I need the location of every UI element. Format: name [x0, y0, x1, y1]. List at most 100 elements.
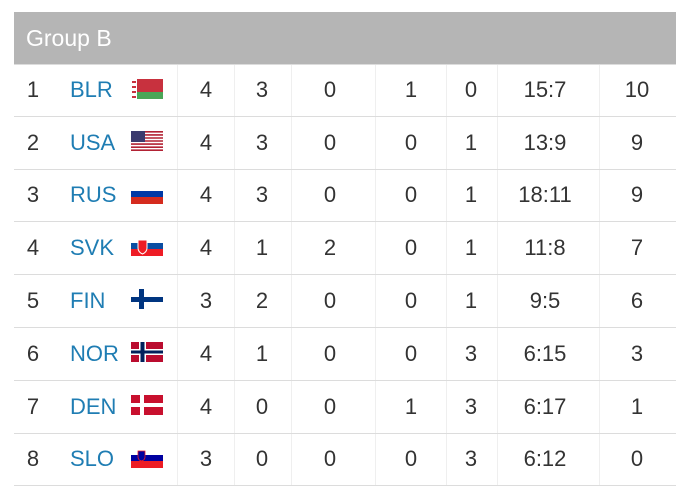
table-cell: 1 [255, 340, 269, 366]
column-separator [291, 327, 292, 380]
table-cell: 18:11 [518, 182, 572, 208]
table-cell: 0 [323, 340, 337, 366]
group-title: Group B [14, 12, 676, 64]
column-separator [291, 169, 292, 222]
table-cell: 0 [255, 393, 269, 419]
column-separator [599, 116, 600, 169]
flag-icon [131, 394, 163, 415]
table-cell: 0 [404, 129, 418, 155]
table-cell: 0 [464, 77, 478, 103]
table-cell: 1 [464, 182, 478, 208]
table-cell: 0 [404, 235, 418, 261]
flag-icon [131, 341, 163, 362]
table-cell: 0 [323, 446, 337, 472]
column-separator [234, 222, 235, 275]
table-cell: 7 [630, 235, 644, 261]
table-cell: 4 [199, 340, 213, 366]
column-separator [375, 275, 376, 327]
column-separator [375, 222, 376, 275]
table-cell: 6:17 [523, 393, 567, 419]
column-separator [234, 327, 235, 380]
table-cell: 0 [630, 446, 644, 472]
column-separator [177, 65, 178, 116]
table-cell: 3 [255, 129, 269, 155]
flag-icon [131, 289, 163, 310]
table-cell: 1 [404, 77, 418, 103]
table-cell: 1 [464, 235, 478, 261]
column-separator [375, 380, 376, 433]
column-separator [497, 116, 498, 169]
column-separator [375, 327, 376, 380]
table-cell: 0 [323, 182, 337, 208]
table-cell: 1 [464, 129, 478, 155]
column-separator [177, 380, 178, 433]
table-cell: 0 [323, 77, 337, 103]
column-separator [291, 222, 292, 275]
column-separator [446, 222, 447, 275]
table-cell: 1 [630, 393, 644, 419]
column-separator [291, 65, 292, 116]
team-link[interactable]: SLO [70, 446, 115, 472]
table-cell: 3 [199, 446, 213, 472]
table-cell: 2 [323, 235, 337, 261]
column-separator [497, 433, 498, 486]
table-cell: 4 [26, 235, 40, 261]
column-separator [446, 380, 447, 433]
table-cell: 5 [26, 288, 40, 314]
table-cell: 0 [323, 129, 337, 155]
column-separator [446, 65, 447, 116]
table-cell: 15:7 [523, 77, 567, 103]
table-cell: 3 [26, 182, 40, 208]
column-separator [599, 433, 600, 486]
table-row: 7 DEN 4 0 0 1 3 6:17 1 [14, 380, 676, 434]
column-separator [599, 275, 600, 327]
column-separator [234, 116, 235, 169]
table-row: 4 SVK 4 1 2 0 1 11:8 7 [14, 222, 676, 276]
table-cell: 9 [630, 129, 644, 155]
column-separator [177, 222, 178, 275]
column-separator [291, 116, 292, 169]
table-cell: 2 [26, 129, 40, 155]
team-link[interactable]: SVK [70, 235, 115, 261]
table-cell: 0 [323, 393, 337, 419]
column-separator [291, 433, 292, 486]
table-cell: 1 [26, 77, 40, 103]
standings-table: Group B 1 BLR 4 3 0 1 0 15:7 10 2 USA 4 3 0 0 1 13:9 9 3 RU… [14, 12, 676, 487]
table-cell: 1 [404, 393, 418, 419]
column-separator [234, 169, 235, 222]
column-separator [234, 275, 235, 327]
table-cell: 13:9 [523, 129, 567, 155]
column-separator [234, 380, 235, 433]
table-cell: 3 [255, 182, 269, 208]
team-link[interactable]: NOR [70, 340, 119, 366]
table-cell: 0 [404, 340, 418, 366]
column-separator [497, 169, 498, 222]
table-cell: 7 [26, 393, 40, 419]
flag-icon [131, 447, 163, 468]
table-cell: 0 [255, 446, 269, 472]
table-row: 1 BLR 4 3 0 1 0 15:7 10 [14, 64, 676, 117]
column-separator [446, 275, 447, 327]
team-link[interactable]: DEN [70, 393, 117, 419]
table-cell: 10 [624, 77, 650, 103]
table-row: 5 FIN 3 2 0 0 1 9:5 6 [14, 275, 676, 328]
table-body: 1 BLR 4 3 0 1 0 15:7 10 2 USA 4 3 0 0 1 13:9 9 3 RUS 4 3 0 0 1 18… [14, 64, 676, 487]
table-cell: 0 [404, 182, 418, 208]
column-separator [177, 169, 178, 222]
column-separator [375, 116, 376, 169]
table-cell: 6 [26, 340, 40, 366]
table-cell: 3 [630, 340, 644, 366]
table-cell: 4 [199, 235, 213, 261]
table-cell: 3 [464, 446, 478, 472]
team-link[interactable]: USA [70, 129, 116, 155]
column-separator [599, 380, 600, 433]
team-link[interactable]: FIN [70, 288, 106, 314]
team-link[interactable]: RUS [70, 182, 117, 208]
column-separator [375, 169, 376, 222]
team-link[interactable]: BLR [70, 77, 113, 103]
column-separator [177, 327, 178, 380]
table-cell: 3 [464, 393, 478, 419]
table-cell: 6 [630, 288, 644, 314]
column-separator [497, 380, 498, 433]
table-row: 6 NOR 4 1 0 0 3 6:15 3 [14, 327, 676, 381]
